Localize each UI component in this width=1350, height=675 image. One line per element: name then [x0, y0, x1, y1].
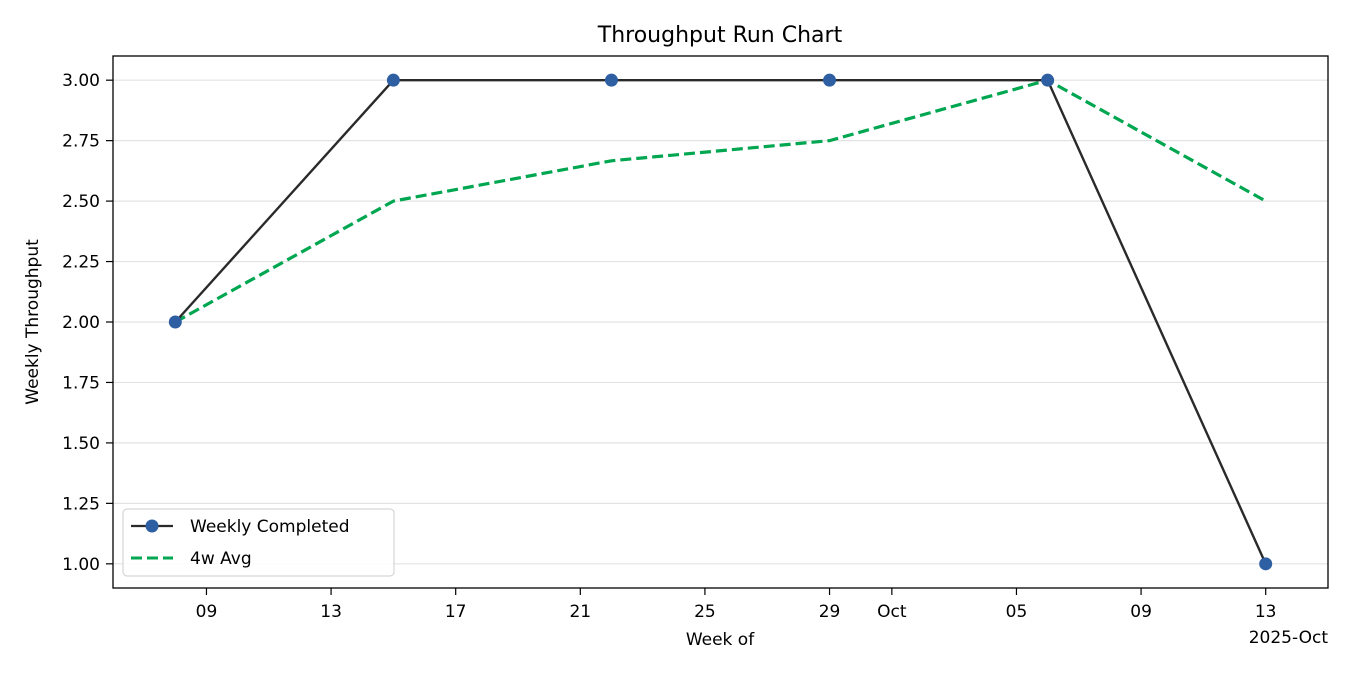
weekly-completed-point	[604, 73, 618, 87]
legend: Weekly Completed 4w Avg	[122, 508, 395, 577]
y-axis-label: Weekly Throughput	[23, 239, 43, 405]
y-tick-label: 1.25	[62, 494, 100, 514]
x-tick-label: 13	[320, 602, 342, 622]
x-tick-label: 17	[445, 602, 467, 622]
x-tick-label: 09	[1130, 602, 1152, 622]
x-axis-offset-label: 2025-Oct	[1249, 628, 1329, 648]
y-tick-label: 1.75	[62, 373, 100, 393]
x-tick-label: 25	[694, 602, 716, 622]
y-tick-label: 2.25	[62, 253, 100, 273]
x-tick-label: 05	[1006, 602, 1028, 622]
y-tick-label: 2.00	[62, 313, 100, 333]
y-axis-ticks: 1.00 1.25 1.50 1.75 2.00 2.25 2.50 2.75 3.00	[62, 71, 113, 575]
x-axis-label: Week of	[686, 630, 755, 650]
y-tick-label: 2.50	[62, 192, 100, 212]
y-tick-label: 2.75	[62, 132, 100, 152]
legend-box	[122, 508, 395, 577]
weekly-completed-point	[823, 73, 837, 87]
x-tick-label: 13	[1255, 602, 1277, 622]
legend-weekly-marker	[145, 519, 159, 533]
weekly-completed-point	[386, 73, 400, 87]
y-tick-label: 3.00	[62, 71, 100, 91]
series-weekly-completed-line	[174, 78, 1267, 565]
weekly-completed-point	[1259, 557, 1273, 571]
plot-frame	[112, 55, 1329, 589]
x-tick-label: 29	[819, 602, 841, 622]
weekly-completed-point	[168, 315, 182, 329]
x-tick-label: Oct	[877, 602, 907, 622]
grid-lines	[113, 79, 1328, 565]
series-layer	[168, 73, 1273, 571]
series-4w-avg-line	[174, 78, 1267, 324]
chart-title: Throughput Run Chart	[597, 23, 843, 48]
weekly-completed-point	[1041, 73, 1055, 87]
legend-weekly-label: Weekly Completed	[190, 517, 349, 537]
x-axis-ticks: 09 13 17 21 25 29 Oct 05 09 13	[196, 588, 1277, 622]
y-tick-label: 1.50	[62, 434, 100, 454]
y-tick-label: 1.00	[62, 555, 100, 575]
x-tick-label: 21	[569, 602, 591, 622]
legend-avg-label: 4w Avg	[190, 549, 252, 569]
x-tick-label: 09	[196, 602, 218, 622]
